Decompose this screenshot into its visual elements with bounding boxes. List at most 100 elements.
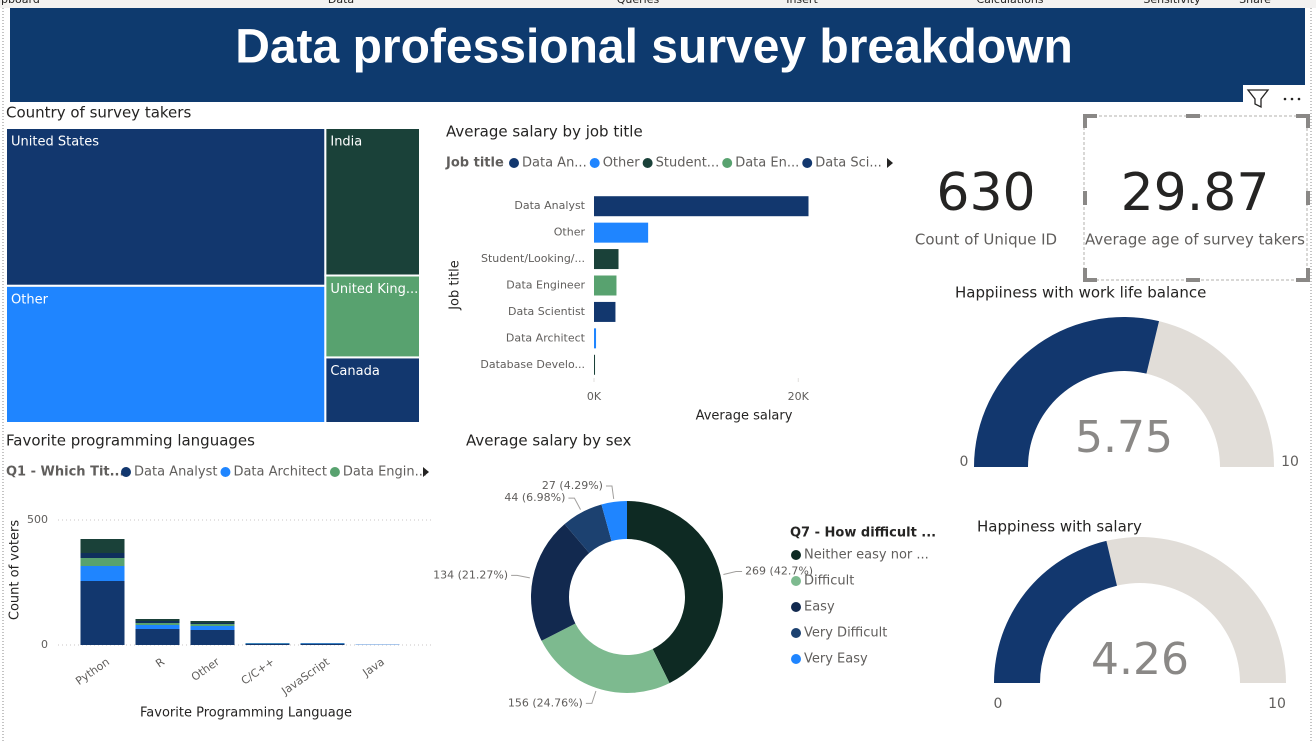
legend-swatch [722,158,733,168]
treemap-label: India [330,135,362,150]
treemap-tile [324,127,421,277]
legend-label: Data Analyst [134,465,217,480]
legend-swatch [121,467,131,477]
legend-label: Other [603,156,641,171]
x-tick-label: Java [360,655,387,680]
gauge-value: 4.26 [1091,634,1189,685]
donut-slice [531,524,590,641]
data-label: 27 (4.29%) [542,479,603,492]
card-value: 29.87 [1121,163,1270,223]
treemap-label: United States [11,135,99,150]
leader-line [585,690,597,704]
card-label: Average age of survey takers [1085,231,1305,249]
gauge-value: 5.75 [1075,412,1173,463]
selection-handles [1083,114,1310,282]
bar [594,275,617,296]
legend-swatch [802,158,813,168]
bar-segment [80,539,125,553]
treemap-tile [5,284,327,425]
legend-swatch [791,550,801,560]
legend-swatch [791,576,801,586]
x-axis-title: Average salary [696,409,793,424]
bar-segment [190,624,235,626]
legend-label: Easy [804,600,835,615]
bar-segment [190,621,235,623]
bar [594,249,619,270]
legend-title: Q1 - Which Tit... [6,465,124,480]
x-tick-label: C/C++ [239,655,277,687]
legend-label: Very Easy [804,652,868,667]
donut-slice [627,501,724,684]
y-tick-label: Data Analyst [514,199,585,212]
data-label: 269 (42.7%) [745,565,813,578]
y-tick-label: Database Develo... [480,358,585,371]
y-tick-label: Other [554,226,586,239]
gauge-tick-label: 0 [994,696,1003,712]
legend-title: Job title [445,156,504,171]
chart-title: Happiiness with work life balance [955,284,1206,302]
leader-line [723,571,743,575]
card-label: Count of Unique ID [915,231,1057,249]
legend-label: Data Sci... [815,156,882,171]
legend-label: Neither easy nor ... [804,548,929,563]
header-title: Data professional survey breakdown [235,21,1073,74]
x-axis-title: Favorite Programming Language [140,706,352,721]
bar-segment [245,643,290,644]
gauge-tick-label: 0 [960,454,969,470]
donut-slice [564,504,612,553]
x-tick-label: JavaScript [278,655,332,698]
gauge-tick-label: 10 [1281,454,1299,470]
bar-segment [135,629,180,645]
legend-arrow [887,158,893,168]
legend-swatch [589,158,600,168]
gauge-tick-label: 10 [1268,696,1286,712]
bar-segment [190,626,235,630]
gauge-fill [994,540,1117,683]
y-tick-label: Data Architect [506,331,586,344]
y-tick-label: Data Scientist [508,305,586,318]
bar-segment [80,581,125,645]
data-label: 134 (21.27%) [433,568,508,581]
y-axis-title: Job title [448,260,463,311]
ribbon-bar [0,0,1316,8]
bar-segment [190,630,235,645]
x-tick-label: 20K [788,390,810,403]
bar-segment [135,621,180,623]
bar [594,196,809,217]
treemap-tile [5,127,327,287]
filter-icon[interactable] [1246,89,1270,109]
y-tick-label: 500 [27,513,48,526]
y-tick-label: 0 [41,638,48,651]
bar-segment [135,619,180,621]
bar [594,354,596,375]
ribbon-label: Sensitivity [1143,0,1201,6]
y-tick-label: Student/Looking/... [481,252,585,265]
more-options-icon[interactable] [1283,97,1301,101]
legend-swatch [642,158,653,168]
data-label: 44 (6.98%) [504,491,565,504]
legend-title: Q7 - How difficult ... [790,526,936,541]
treemap-tile [324,356,421,425]
bar-segment [80,566,125,581]
treemap-tile [324,274,421,359]
legend-swatch [329,467,340,477]
bar-segment [300,644,345,645]
donut-slice [601,501,627,542]
card-value: 630 [936,163,1035,223]
bar [594,301,616,322]
y-tick-label: Data Engineer [506,279,585,292]
bar-segment [190,623,235,624]
leader-line [568,497,581,510]
treemap-label: United King... [330,282,418,297]
legend-swatch [509,158,519,168]
donut-slice [541,623,670,693]
ribbon-label: Data [328,0,354,6]
legend-label: Data An... [522,156,587,171]
bar-segment [300,643,345,644]
x-tick-label: 0K [587,390,602,403]
legend-label: Student... [656,156,720,171]
chart-title: Favorite programming languages [6,432,255,450]
legend-swatch [791,654,801,664]
data-label: 156 (24.76%) [508,696,583,709]
